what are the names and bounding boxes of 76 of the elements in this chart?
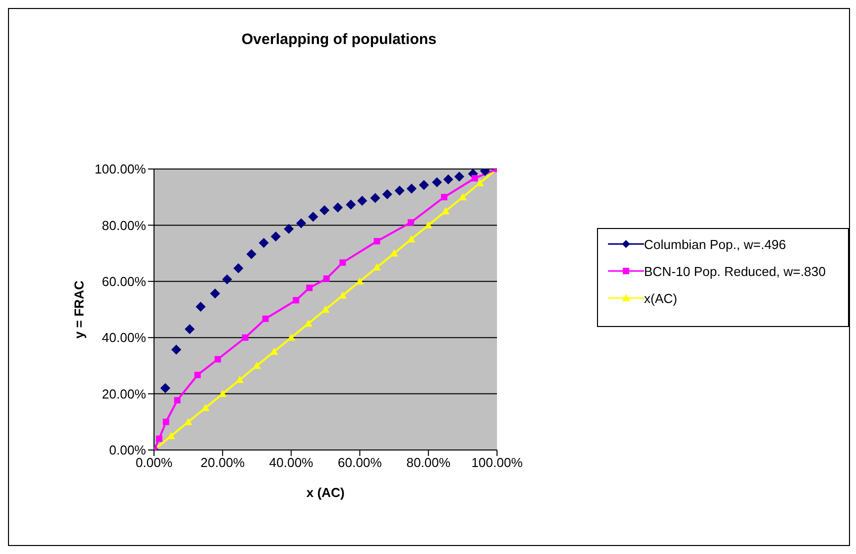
point — [262, 316, 269, 322]
point — [472, 175, 478, 182]
y-axis-title: y = FRAC — [72, 280, 87, 339]
point — [442, 207, 450, 214]
point — [270, 231, 281, 242]
point — [284, 224, 294, 234]
y-tick-label: 20.00% — [102, 386, 146, 402]
legend-label: Columbian Pop., w=.496 — [644, 236, 786, 252]
point — [160, 383, 170, 394]
point — [162, 418, 170, 426]
point — [374, 238, 380, 244]
point — [443, 174, 454, 184]
x-tick-label: 40.00% — [269, 455, 314, 470]
point — [346, 200, 356, 210]
point — [322, 306, 330, 313]
point — [332, 202, 343, 212]
point — [252, 362, 261, 369]
point — [454, 172, 464, 182]
point — [370, 192, 380, 203]
x-axis-title: x (AC) — [306, 485, 345, 500]
point — [218, 390, 227, 397]
point — [304, 320, 312, 327]
point — [246, 249, 256, 260]
point — [210, 288, 220, 298]
point — [319, 205, 330, 216]
point — [258, 238, 269, 248]
x-tick-label: 0.00% — [136, 455, 173, 470]
y-tick-label: 40.00% — [102, 330, 146, 346]
point — [308, 212, 318, 222]
point — [194, 372, 201, 378]
point — [184, 324, 195, 334]
point — [270, 348, 278, 355]
legend-label: BCN-10 Pop. Reduced, w=.830 — [644, 264, 826, 278]
y-tick-label: 100.00% — [94, 162, 146, 177]
point — [407, 235, 416, 242]
x-tick-label: 100.00% — [471, 455, 524, 470]
point — [292, 297, 300, 304]
y-tick-label: 80.00% — [102, 218, 146, 233]
point — [201, 404, 210, 412]
point — [418, 180, 429, 190]
point — [440, 194, 448, 200]
point — [390, 249, 398, 256]
point — [287, 334, 296, 341]
point — [156, 436, 162, 442]
point — [306, 284, 313, 292]
point — [382, 189, 392, 200]
point — [242, 334, 248, 341]
legend-label: x(AC) — [644, 290, 678, 306]
point — [167, 432, 176, 440]
y-tick-label: 60.00% — [102, 274, 146, 290]
point — [184, 418, 192, 426]
point — [357, 196, 368, 206]
y-tick-label: 0.00% — [109, 442, 146, 458]
point — [408, 219, 414, 226]
point — [356, 277, 364, 285]
x-tick-label: 80.00% — [406, 455, 451, 470]
point — [323, 275, 330, 282]
point — [458, 193, 467, 200]
point — [236, 376, 244, 383]
chart-title: Overlapping of populations — [240, 31, 438, 48]
point — [214, 356, 221, 362]
point — [339, 259, 346, 266]
point — [372, 263, 381, 271]
point — [196, 302, 206, 312]
point — [406, 184, 417, 194]
x-tick-label: 20.00% — [200, 455, 246, 470]
point — [174, 397, 181, 404]
point — [394, 186, 405, 196]
point — [338, 291, 347, 299]
point — [222, 274, 232, 284]
point — [296, 218, 306, 228]
point — [171, 344, 182, 355]
point — [233, 263, 244, 274]
point — [432, 177, 442, 188]
x-tick-label: 60.00% — [338, 455, 382, 470]
point — [476, 179, 484, 186]
